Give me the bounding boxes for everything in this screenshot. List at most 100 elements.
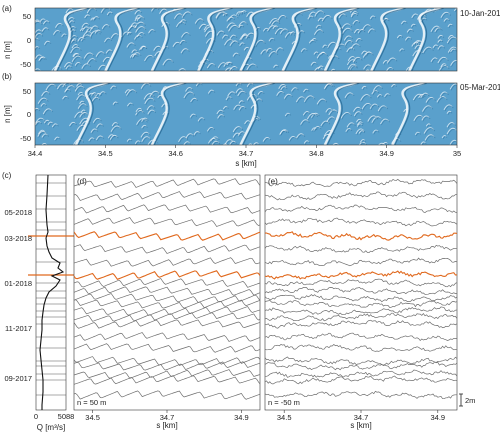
ripple-shadow — [66, 86, 77, 93]
ripple-shadow — [321, 121, 331, 128]
bedform-texture-a — [35, 8, 457, 71]
ripple-shadow — [280, 29, 290, 35]
ripple-shadow — [128, 103, 134, 108]
ripple-shadow — [407, 29, 414, 34]
ripple-shadow — [224, 144, 228, 145]
ripple-shadow — [281, 87, 288, 92]
ripple-shadow — [92, 93, 98, 97]
ripple-shadow — [42, 28, 50, 33]
ripple-shadow — [450, 84, 457, 91]
bed-profile — [74, 356, 260, 366]
ripple-shadow — [441, 64, 448, 69]
ripple-shadow — [308, 114, 318, 121]
ripple-shadow — [402, 21, 408, 26]
dune-lee-shadow — [326, 8, 360, 71]
ripple-shadow — [424, 128, 436, 135]
ripple-shadow — [132, 50, 138, 54]
ripple-shadow — [297, 134, 306, 140]
ripple-shadow — [127, 43, 136, 49]
ripple-shadow — [226, 97, 233, 102]
ripple-shadow — [351, 44, 361, 51]
x-tick-label: 34.5 — [277, 413, 292, 422]
ripple-shadow — [226, 68, 235, 71]
panel-d: (d) n = 50 m 34.5 34.7 34.9 s [km] — [73, 174, 261, 430]
bed-profile — [265, 244, 457, 253]
ripple-shadow — [150, 91, 161, 99]
ripple-shadow — [233, 53, 240, 58]
ripple-shadow — [42, 134, 49, 139]
ripple-shadow — [426, 98, 436, 104]
ripple-shadow — [58, 84, 68, 91]
ripple-shadow — [317, 99, 328, 106]
ripple-shadow — [383, 19, 390, 24]
ripple-shadow — [315, 11, 326, 18]
bed-profile — [74, 299, 260, 309]
bed-profile — [265, 217, 457, 227]
bed-profile — [74, 332, 260, 342]
dune-crest — [408, 8, 442, 71]
ripple-shadow — [431, 58, 439, 63]
ripple-shadow — [71, 40, 78, 45]
bed-profile — [74, 375, 260, 385]
panel-a-ytick: -50 — [20, 60, 31, 69]
ripple-shadow — [111, 86, 118, 91]
panel-e-xaxis: 34.5 34.7 34.9 — [277, 410, 445, 422]
bed-profile — [265, 204, 457, 213]
ripple-shadow — [182, 33, 191, 39]
ripple-shadow — [75, 63, 82, 67]
ripple-shadow — [62, 34, 68, 38]
ripple-shadow — [367, 70, 370, 71]
ripple-shadow — [359, 131, 366, 135]
bed-profile — [74, 361, 260, 371]
ripple-shadow — [285, 113, 292, 118]
ripple-shadow — [276, 48, 284, 53]
ripple-shadow — [206, 31, 216, 38]
ripple-shadow — [356, 39, 363, 43]
dune-lee-shadow — [326, 83, 360, 145]
ripple-shadow — [71, 47, 82, 55]
ripple-shadow — [136, 108, 144, 113]
ripple-shadow — [277, 92, 285, 97]
ripple-shadow — [160, 9, 169, 15]
ripple-shadow — [35, 69, 42, 71]
x-tick-label: 34.9 — [234, 413, 249, 422]
ripple-shadow — [233, 133, 242, 139]
ripple-shadow — [383, 61, 390, 65]
ripple-shadow — [318, 18, 325, 23]
ripple-shadow — [354, 107, 362, 113]
ripple-shadow — [35, 109, 41, 112]
ripple-shadow — [147, 106, 156, 112]
ripple-shadow — [440, 66, 450, 71]
ripple-shadow — [95, 30, 102, 35]
ripple-shadow — [348, 64, 358, 71]
bedform-texture-b — [35, 83, 457, 145]
ripple-shadow — [258, 92, 265, 96]
ripple-mark — [441, 135, 447, 139]
dune-lee-shadow — [56, 8, 90, 71]
ripple-shadow — [400, 49, 405, 53]
ripple-shadow — [213, 141, 221, 145]
ripple-shadow — [358, 122, 364, 127]
ripple-shadow — [272, 21, 281, 27]
ripple-shadow — [88, 59, 97, 65]
ripple-shadow — [41, 104, 47, 108]
ripple-shadow — [208, 64, 217, 70]
ripple-shadow — [224, 62, 233, 68]
ripple-shadow — [129, 26, 136, 32]
ripple-shadow — [100, 92, 107, 97]
ripple-shadow — [135, 141, 142, 145]
bed-profile — [265, 356, 457, 366]
ripple-shadow — [90, 26, 100, 32]
ripple-shadow — [180, 20, 188, 25]
ripple-shadow — [411, 24, 417, 28]
ripple-shadow — [438, 40, 444, 44]
panel-a-date: 10-Jan-2018 — [460, 9, 500, 18]
ripple-shadow — [141, 47, 148, 51]
ripple-shadow — [223, 35, 230, 40]
ripple-shadow — [152, 8, 160, 13]
ripple-shadow — [137, 17, 146, 22]
ripple-shadow — [227, 17, 236, 23]
ripple-shadow — [96, 52, 106, 58]
ripple-shadow — [35, 38, 40, 41]
ripple-shadow — [217, 31, 226, 37]
